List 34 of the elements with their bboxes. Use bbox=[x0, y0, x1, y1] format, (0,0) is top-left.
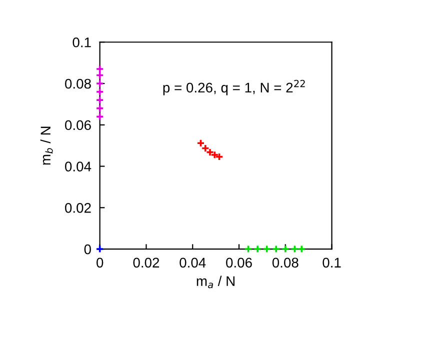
y-tick-label: 0.06 bbox=[65, 120, 91, 130]
point bbox=[96, 79, 104, 88]
point bbox=[96, 71, 104, 80]
point bbox=[96, 96, 104, 104]
point bbox=[253, 244, 262, 254]
x-tick-label: 0.02 bbox=[133, 258, 160, 268]
point bbox=[96, 104, 104, 112]
point bbox=[272, 244, 280, 254]
point bbox=[196, 138, 205, 148]
x-tick-label: 0.04 bbox=[180, 258, 206, 268]
point bbox=[96, 88, 104, 96]
point bbox=[281, 244, 290, 254]
point bbox=[206, 148, 214, 156]
y-tick-label: 0 bbox=[84, 244, 91, 254]
point bbox=[290, 244, 299, 254]
y-tick-label: 0.1 bbox=[72, 37, 91, 48]
point bbox=[244, 244, 252, 254]
annotation: p = 0.26, q = 1, N = 2$^{22}$ bbox=[163, 80, 305, 96]
point bbox=[262, 244, 272, 254]
x-axis-title: m$_{a}$ / N bbox=[196, 276, 234, 288]
x-tick-label: 0 bbox=[96, 258, 104, 268]
x-tick-label: 0.08 bbox=[272, 258, 298, 268]
point bbox=[96, 112, 104, 121]
y-axis-title: m$_{b}$ / N bbox=[40, 126, 53, 165]
point bbox=[297, 244, 306, 254]
x-tick-label: 0.06 bbox=[226, 258, 252, 268]
x-tick-label: 0.1 bbox=[322, 258, 341, 268]
point bbox=[210, 150, 219, 160]
point bbox=[96, 64, 104, 74]
point bbox=[215, 152, 224, 161]
point bbox=[201, 144, 210, 152]
y-tick-label: 0.04 bbox=[65, 162, 92, 172]
y-tick-label: 0.08 bbox=[65, 78, 91, 89]
y-tick-label: 0.02 bbox=[65, 202, 91, 213]
